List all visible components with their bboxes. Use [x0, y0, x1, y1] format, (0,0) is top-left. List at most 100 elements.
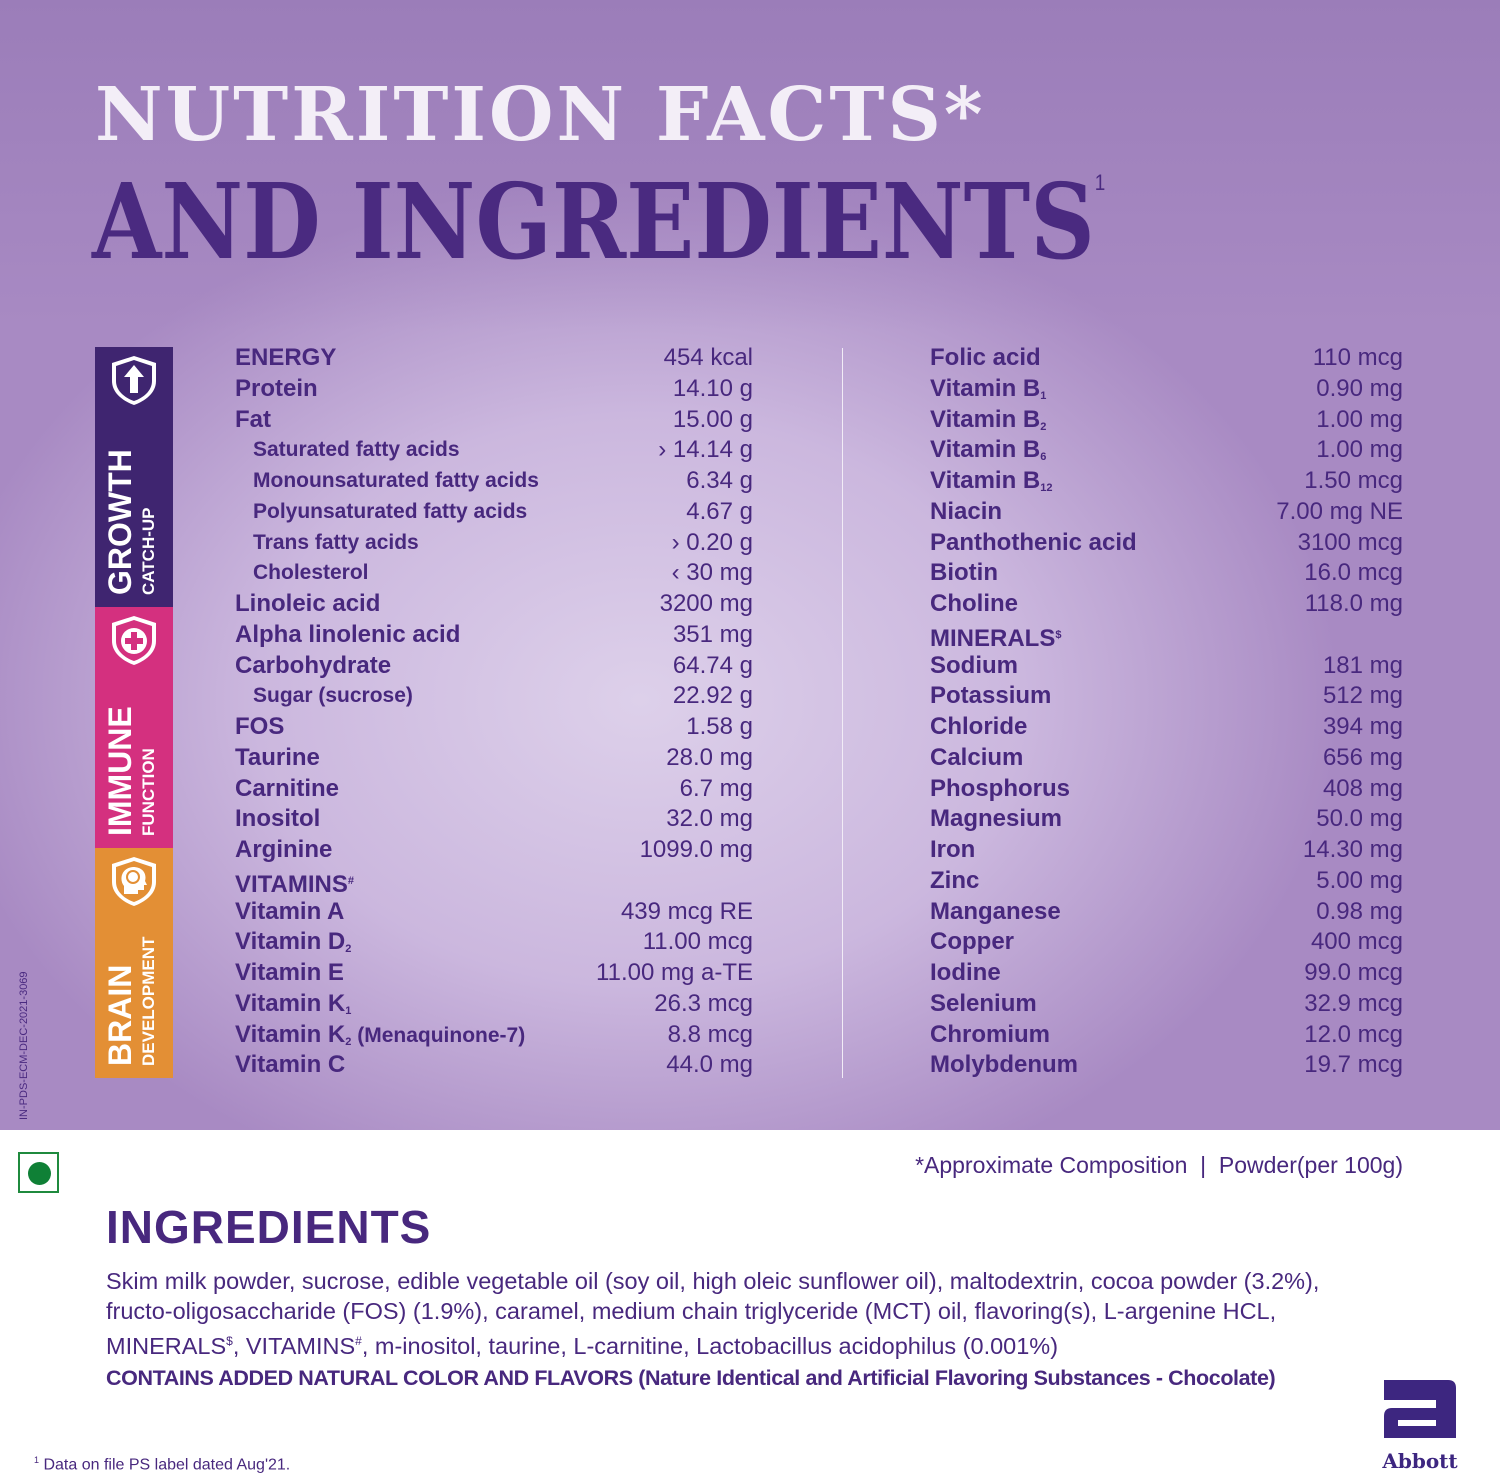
subscript: 2 [345, 943, 352, 956]
nutrient-name: Choline [930, 589, 1018, 619]
nutrient-label: Linoleic acid [235, 590, 381, 617]
abbott-logo-icon [1384, 1380, 1456, 1438]
nutrient-value: 28.0 mg [666, 743, 753, 771]
nutrient-name: Sugar (sucrose) [253, 681, 413, 711]
benefit-immune: IMMUNE FUNCTION [95, 607, 173, 848]
nutrient-label: Monounsaturated fatty acids [253, 469, 539, 492]
nutrient-name: Niacin [930, 497, 1002, 527]
nutrient-label: Sodium [930, 651, 1018, 679]
nutrient-name: Calcium [930, 743, 1023, 773]
nutrient-label: Vitamin B [930, 374, 1041, 402]
ingredients-part: , VITAMINS [232, 1332, 356, 1359]
nutrient-value: 351 mg [672, 620, 753, 648]
nutrient-value: 15.00 g [672, 405, 753, 433]
shield-brain-icon [112, 857, 156, 906]
document-code: IN-PDS-ECM-DEC-2021-3069 [18, 971, 30, 1120]
nutrient-value: 454 kcal [663, 344, 753, 371]
nutrient-value: 8.8 mcg [667, 1020, 753, 1048]
nutrient-value: 99.0 mcg [1304, 959, 1403, 986]
nutrient-value: 50.0 mg [1316, 805, 1403, 833]
ingredients-heading: INGREDIENTS [106, 1201, 432, 1253]
nutrient-label-suffix: (Menaquinone-7) [351, 1023, 526, 1047]
nutrient-value: 1.58 g [686, 713, 753, 740]
nutrient-value: 394 mg [1322, 713, 1403, 740]
nutrient-label: Saturated fatty acids [253, 438, 460, 462]
nutrient-label: Magnesium [930, 805, 1063, 833]
nutrient-name: Taurine [235, 743, 320, 773]
nutrient-label: Vitamin A [235, 897, 345, 925]
nutrient-label: Biotin [930, 559, 998, 587]
nutrient-value: 4.67 g [686, 497, 753, 525]
nutrient-label: Manganese [930, 897, 1061, 925]
nutrient-name: Biotin [930, 558, 998, 588]
nutrient-name: Vitamin D2 [235, 927, 351, 957]
nutrient-name: Vitamin B1 [930, 374, 1046, 404]
nutrient-name: Fat [235, 405, 271, 435]
nutrient-label: Vitamin B [930, 436, 1041, 464]
nutrient-label: Vitamin E [235, 959, 344, 986]
nutrient-value: 11.00 mcg [642, 928, 753, 956]
nutrition-panel [0, 0, 1500, 1130]
benefit-subtitle: DEVELOPMENT [139, 936, 158, 1066]
nutrient-value: 5.00 mg [1316, 866, 1403, 894]
approx-note: *Approximate Composition | Powder(per 10… [915, 1152, 1403, 1178]
vitamins-mark: # [355, 1334, 362, 1348]
nutrient-name: Arginine [235, 835, 332, 865]
benefit-subtitle: CATCH-UP [139, 507, 158, 595]
nutrient-value: 3200 mg [659, 590, 753, 617]
subscript: 1 [345, 1004, 352, 1017]
nutrient-label: Fat [235, 405, 271, 433]
nutrient-name: Cholesterol [253, 558, 369, 588]
title-line-1: NUTRITION FACTS* [95, 72, 986, 158]
nutrient-value: 1099.0 mg [639, 836, 753, 863]
nutrient-label: Alpha linolenic acid [235, 620, 461, 648]
nutrient-value: 32.9 mcg [1304, 989, 1403, 1017]
shield-plus-icon [112, 616, 156, 665]
nutrient-label: MINERALS [930, 624, 1056, 652]
nutrient-name: Vitamin K1 [235, 989, 351, 1019]
nutrient-name: Panthothenic acid [930, 528, 1137, 558]
nutrient-value: 118.0 mg [1304, 590, 1403, 617]
nutrient-value: 26.3 mcg [654, 989, 753, 1017]
nutrient-name: Vitamin B2 [930, 405, 1046, 435]
nutrient-label: Vitamin C [235, 1051, 346, 1079]
nutrient-label: Molybdenum [930, 1051, 1078, 1079]
nutrient-value: ‹ 30 mg [671, 559, 753, 587]
nutrient-label: Protein [235, 374, 318, 402]
nutrient-label: Niacin [930, 497, 1003, 525]
ingredients-part: , m-inositol, taurine, L-carnitine, Lact… [361, 1332, 1059, 1359]
nutrient-name: Vitamin K2 (Menaquinone-7) [235, 1020, 525, 1050]
nutrient-label: Carnitine [235, 774, 340, 802]
nutrient-name: FOS [235, 712, 284, 742]
nutrient-name: Chloride [930, 712, 1027, 742]
footnote-mark: 1 [34, 1455, 40, 1465]
nutrient-name: Iron [930, 835, 975, 865]
nutrient-value: 1.00 mg [1316, 405, 1403, 433]
nutrient-value: 32.0 mg [666, 805, 753, 833]
nutrient-name: Potassium [930, 681, 1051, 711]
nutrient-label: Sugar (sucrose) [253, 684, 413, 708]
nutrient-name: Carbohydrate [235, 651, 391, 681]
subscript: 1 [1040, 389, 1047, 402]
abbott-logo: Abbott [1380, 1376, 1460, 1473]
footnote: 1 Data on file PS label dated Aug'21. [34, 1455, 290, 1474]
minerals-mark: $ [226, 1334, 233, 1348]
nutrient-label: Vitamin B [930, 467, 1041, 494]
nutrient-name: Chromium [930, 1020, 1050, 1050]
title-line-2-text: AND INGREDIENTS [92, 160, 1095, 283]
column-divider [842, 348, 843, 1078]
nutrient-label: Polyunsaturated fatty acids [253, 499, 528, 523]
nutrient-label: Vitamin D [235, 928, 346, 956]
brand-name: Abbott [1382, 1449, 1458, 1473]
nutrient-name: Zinc [930, 866, 979, 896]
nutrient-name: Manganese [930, 897, 1061, 927]
nutrient-label: Arginine [235, 836, 333, 863]
nutrient-value: 0.90 mg [1316, 374, 1403, 402]
nutrient-value: 22.92 g [672, 682, 753, 710]
superscript: $ [1055, 628, 1062, 641]
nutrient-label: Panthothenic acid [930, 528, 1137, 556]
title-footnote-mark: 1 [1094, 170, 1106, 195]
superscript: # [347, 874, 355, 887]
benefit-title: BRAIN [102, 964, 138, 1066]
subscript: 2 [1040, 420, 1047, 433]
